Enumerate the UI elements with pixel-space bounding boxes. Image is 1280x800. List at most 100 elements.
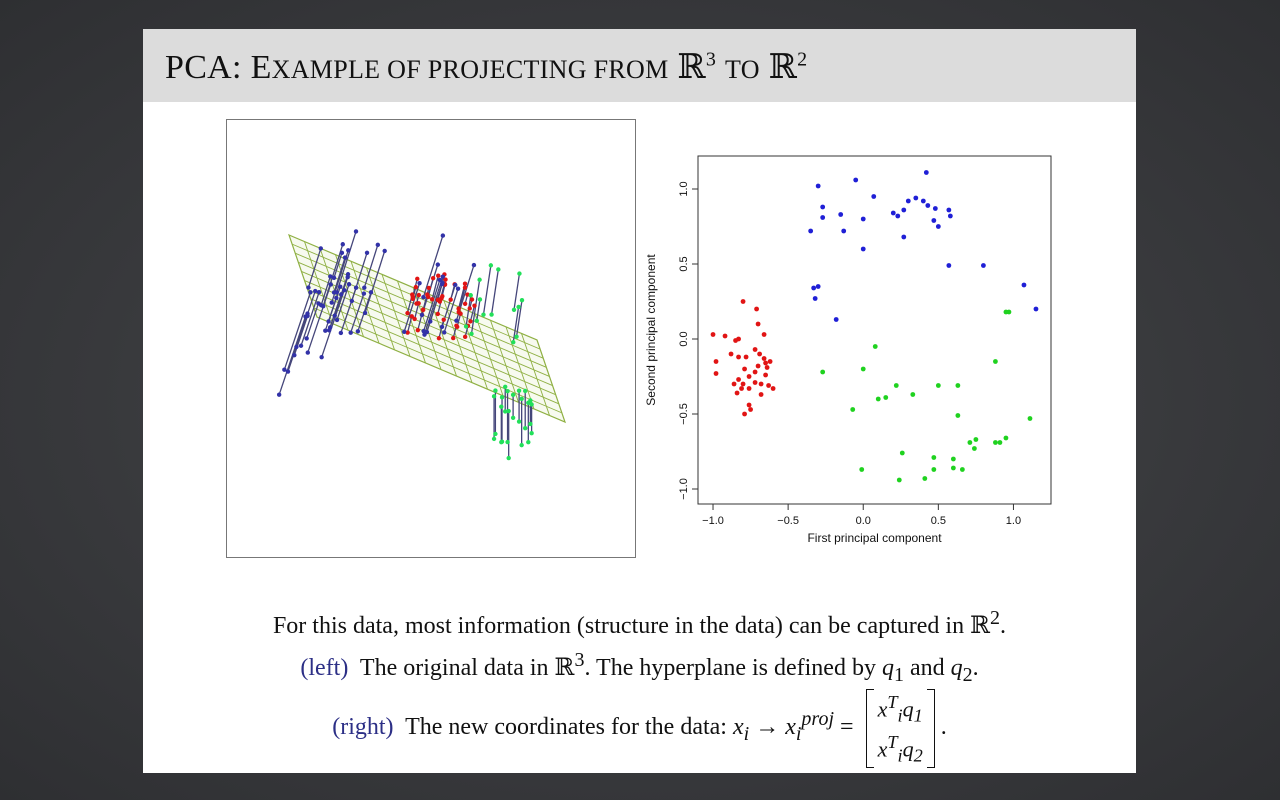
data-point: [993, 440, 998, 445]
data-point: [931, 455, 937, 460]
data-point: [860, 246, 866, 252]
projection-line: [351, 252, 368, 302]
m1-sub: i: [897, 705, 903, 726]
original-point: [471, 262, 477, 268]
projection-line: [513, 273, 521, 310]
caption-2-text-a: The original data in: [359, 655, 555, 681]
data-point: [946, 263, 952, 268]
plane-point: [519, 396, 524, 401]
plane-point: [493, 388, 498, 393]
projection-line: [283, 292, 312, 370]
data-point: [932, 206, 938, 211]
data-point: [883, 395, 889, 400]
original-point: [413, 284, 419, 290]
data-point: [901, 234, 907, 240]
original-point: [477, 277, 482, 282]
title-smallcaps: XAMPLE OF PROJECTING FROM: [271, 55, 669, 84]
slide-title: PCA: EXAMPLE OF PROJECTING FROM ℝ3 TO ℝ2: [165, 47, 807, 87]
y-tick-label: −1.0: [678, 478, 690, 500]
caption-3-xproj-sub: i: [795, 723, 802, 746]
plane-point: [462, 301, 468, 306]
original-point: [416, 292, 421, 298]
plane-point: [346, 282, 352, 287]
plane-point: [503, 384, 508, 389]
m2-sub: i: [897, 745, 903, 766]
plane-point: [491, 394, 497, 399]
data-point: [893, 383, 899, 388]
plane-point: [405, 310, 410, 316]
plane-point: [321, 303, 326, 309]
plane-point: [463, 324, 469, 329]
original-point: [415, 276, 420, 282]
projection-line: [336, 231, 357, 293]
caption-1-end: .: [1000, 613, 1007, 639]
original-point: [440, 274, 445, 279]
data-point: [713, 359, 719, 364]
original-point: [334, 317, 340, 323]
data-point: [761, 356, 767, 361]
projection-line: [422, 235, 444, 298]
m1-x: x: [877, 696, 888, 722]
original-point: [526, 439, 531, 445]
x-tick-label: 1.0: [1006, 515, 1021, 527]
plane-point: [308, 290, 313, 295]
original-point: [332, 313, 337, 318]
matrix-row-2: xTiq2: [878, 729, 923, 769]
title-bar: PCA: EXAMPLE OF PROJECTING FROM ℝ3 TO ℝ2: [143, 29, 1136, 102]
original-point: [282, 367, 287, 372]
data-point: [935, 383, 941, 388]
projection-line: [322, 244, 344, 307]
y-axis-label: Second principal component: [644, 254, 658, 406]
plane-point: [349, 298, 355, 304]
projection-line: [295, 290, 316, 348]
title-reals-symbol-2: ℝ: [768, 47, 798, 87]
data-point: [1003, 435, 1009, 441]
plane-point: [421, 294, 426, 300]
original-point: [477, 297, 483, 302]
original-point: [339, 250, 345, 256]
projection-line: [320, 276, 331, 306]
original-point: [436, 273, 441, 278]
original-point: [519, 442, 524, 448]
plane-point: [523, 388, 528, 394]
data-point: [859, 467, 865, 472]
m2-sup: T: [887, 731, 898, 752]
projection-line: [490, 269, 499, 315]
grid-line: [443, 300, 473, 383]
original-point: [305, 350, 310, 355]
plane-point: [529, 402, 534, 407]
data-point: [812, 296, 818, 301]
data-point: [811, 285, 817, 291]
data-point: [722, 333, 728, 339]
original-point: [462, 281, 468, 286]
data-point: [993, 359, 998, 364]
data-point: [820, 369, 826, 375]
plane-point: [331, 275, 337, 280]
projection-line: [469, 305, 476, 322]
data-point: [950, 465, 956, 471]
projection-line: [350, 293, 365, 333]
original-point: [353, 229, 359, 234]
original-point: [294, 344, 299, 350]
original-point: [516, 419, 522, 424]
m2-q-sub: 2: [913, 745, 923, 766]
data-point: [910, 392, 916, 397]
data-point: [931, 218, 937, 223]
plane-point: [412, 316, 417, 322]
3d-projection-plot: [276, 229, 567, 461]
data-point: [997, 440, 1003, 445]
plane-point: [462, 334, 468, 340]
caption-2-and: and: [903, 655, 951, 681]
data-point: [913, 195, 919, 201]
plane-point: [306, 285, 311, 290]
x-axis-label: First principal component: [807, 531, 942, 545]
data-point: [923, 170, 929, 175]
data-point: [899, 450, 905, 456]
caption-2-q1: q: [881, 655, 894, 681]
caption-line-3: (right) The new coordinates for the data…: [143, 689, 1136, 769]
data-point: [973, 437, 979, 442]
plane-point: [429, 297, 435, 302]
plane-point: [448, 297, 453, 302]
grid-line: [381, 274, 411, 357]
m1-q: q: [902, 696, 914, 722]
